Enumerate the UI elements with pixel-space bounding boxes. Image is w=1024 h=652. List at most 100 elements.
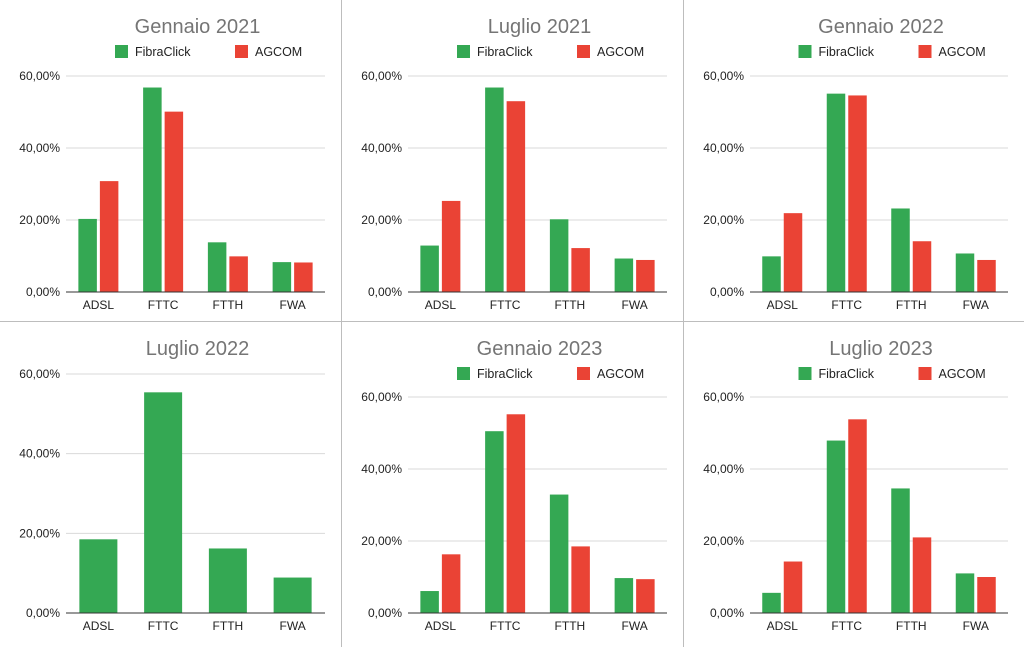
legend-label: FibraClick: [477, 367, 533, 381]
x-tick-label: ADSL: [767, 619, 799, 633]
x-tick-label: FTTH: [213, 619, 244, 633]
chart-title: Gennaio 2022: [818, 16, 944, 38]
bar-adsl-agcom: [99, 181, 119, 292]
y-tick-label: 60,00%: [703, 69, 744, 83]
y-tick-label: 0,00%: [26, 606, 60, 620]
x-tick-label: FTTC: [148, 619, 179, 633]
y-tick-label: 40,00%: [361, 141, 402, 155]
chart-panel-gennaio-2022: Gennaio 2022 FibraClick AGCOM 0,00% 20,00% 40…: [684, 0, 1024, 321]
x-tick-label: FWA: [622, 298, 648, 312]
bar-fwa-agcom: [636, 259, 655, 292]
legend-swatch: [457, 367, 470, 380]
bar-adsl-fibraclick: [78, 218, 97, 292]
x-tick-label: FTTH: [896, 619, 927, 633]
bar-fwa-fibraclick: [614, 258, 634, 292]
bar-adsl-fibraclick: [762, 256, 781, 292]
y-tick-label: 60,00%: [361, 390, 402, 404]
y-tick-label: 60,00%: [703, 390, 744, 404]
legend-swatch: [577, 367, 590, 380]
legend-swatch: [918, 45, 932, 58]
x-tick-label: FTTC: [490, 298, 521, 312]
bar-fwa-fibraclick: [955, 573, 975, 613]
bar-chart-svg: Gennaio 2022 FibraClick AGCOM 0,00% 20,00% 40…: [703, 16, 1008, 312]
bar-adsl-agcom: [441, 200, 461, 292]
bar-chart-svg: Luglio 2023 FibraClick AGCOM 0,00% 20,00% 40,…: [703, 338, 1008, 633]
legend: FibraClick AGCOM: [798, 367, 986, 381]
y-tick-label: 0,00%: [710, 606, 744, 620]
bar-ftth-agcom: [229, 256, 248, 292]
x-tick-label: FTTH: [555, 298, 586, 312]
chart-title: Gennaio 2023: [477, 338, 603, 360]
legend-label: FibraClick: [819, 45, 875, 59]
bar-adsl-fibraclick: [420, 591, 439, 613]
bar-fwa-series: [273, 577, 312, 613]
bar-fwa-fibraclick: [614, 578, 634, 613]
y-tick-label: 40,00%: [19, 447, 60, 461]
legend-label: FibraClick: [477, 45, 533, 59]
bar-fttc-fibraclick: [485, 431, 504, 613]
chart-title: Luglio 2021: [488, 16, 591, 38]
bar-adsl-fibraclick: [420, 245, 439, 292]
legend: FibraClick AGCOM: [457, 367, 644, 381]
x-tick-label: FTTH: [213, 298, 244, 312]
legend-swatch: [798, 45, 812, 58]
bar-ftth-agcom: [912, 241, 932, 292]
legend: FibraClick AGCOM: [115, 45, 302, 59]
legend-label: AGCOM: [597, 367, 644, 381]
x-tick-label: FWA: [280, 619, 306, 633]
vertical-divider: [683, 0, 684, 647]
bar-fttc-agcom: [848, 419, 867, 613]
legend-label: FibraClick: [819, 367, 875, 381]
bar-ftth-fibraclick: [549, 494, 569, 613]
bar-fttc-agcom: [506, 414, 526, 613]
chart-panel-luglio-2021: Luglio 2021 FibraClick AGCOM 0,00% 20,00% 40,…: [342, 0, 683, 321]
x-tick-label: ADSL: [83, 298, 115, 312]
bar-ftth-agcom: [571, 248, 590, 292]
y-tick-label: 20,00%: [19, 526, 60, 540]
bar-fttc-agcom: [506, 101, 526, 292]
bar-fttc-series: [144, 392, 183, 613]
bar-ftth-fibraclick: [891, 488, 910, 613]
bar-ftth-agcom: [912, 537, 932, 613]
legend-label: AGCOM: [939, 45, 986, 59]
bar-adsl-series: [79, 539, 118, 613]
bar-fttc-fibraclick: [826, 93, 846, 292]
x-tick-label: ADSL: [425, 619, 457, 633]
legend-swatch: [235, 45, 248, 58]
x-tick-label: ADSL: [767, 298, 799, 312]
x-tick-label: FTTC: [490, 619, 521, 633]
bar-adsl-fibraclick: [762, 592, 781, 613]
legend-swatch: [457, 45, 470, 58]
y-tick-label: 20,00%: [361, 213, 402, 227]
x-tick-label: FTTH: [555, 619, 586, 633]
legend: FibraClick AGCOM: [457, 45, 644, 59]
legend-swatch: [918, 367, 932, 380]
chart-title: Luglio 2023: [829, 338, 932, 360]
x-tick-label: FTTC: [831, 619, 862, 633]
bar-fttc-fibraclick: [143, 87, 162, 293]
bar-ftth-fibraclick: [207, 242, 227, 292]
x-tick-label: FWA: [280, 298, 306, 312]
bar-fwa-fibraclick: [955, 253, 975, 292]
y-tick-label: 60,00%: [19, 69, 60, 83]
chart-title: Gennaio 2021: [135, 16, 261, 38]
y-tick-label: 0,00%: [710, 285, 744, 299]
y-tick-label: 60,00%: [361, 69, 402, 83]
bar-chart-svg: Luglio 2021 FibraClick AGCOM 0,00% 20,00% 40,…: [361, 16, 667, 312]
bar-fttc-agcom: [164, 111, 184, 292]
y-tick-label: 20,00%: [703, 534, 744, 548]
y-tick-label: 0,00%: [368, 285, 402, 299]
bar-fwa-agcom: [636, 579, 655, 613]
bar-fttc-agcom: [848, 95, 867, 292]
y-tick-label: 20,00%: [361, 534, 402, 548]
bar-ftth-series: [208, 548, 247, 613]
legend-label: AGCOM: [597, 45, 644, 59]
y-tick-label: 40,00%: [361, 462, 402, 476]
chart-panel-luglio-2023: Luglio 2023 FibraClick AGCOM 0,00% 20,00% 40,…: [684, 322, 1024, 647]
legend-label: AGCOM: [939, 367, 986, 381]
bar-fwa-fibraclick: [272, 262, 292, 292]
bar-ftth-fibraclick: [549, 219, 569, 292]
y-tick-label: 40,00%: [19, 141, 60, 155]
bar-fwa-agcom: [294, 262, 313, 292]
bar-adsl-agcom: [783, 213, 803, 292]
